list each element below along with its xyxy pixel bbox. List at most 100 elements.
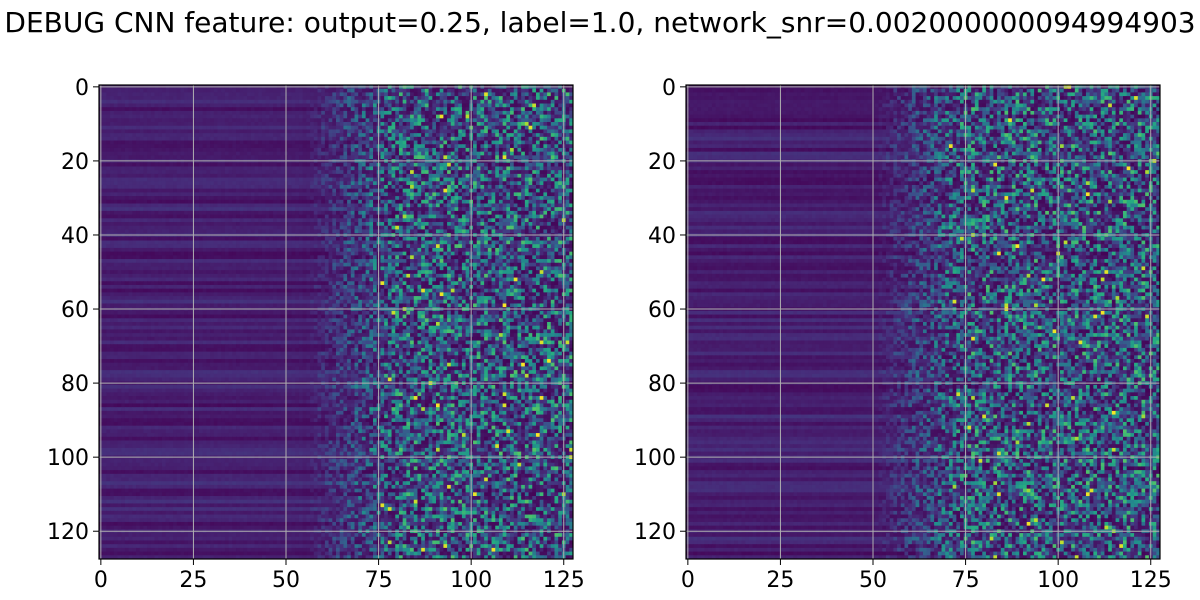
heatmap-cell [169,111,173,115]
heatmap-cell [440,111,444,115]
heatmap-cell [492,104,496,108]
heatmap-cell [180,111,184,115]
heatmap-cell [351,115,355,119]
heatmap-cell [488,92,492,96]
heatmap-cell [521,126,525,130]
heatmap-cell [329,122,333,126]
heatmap-cell [495,92,499,96]
heatmap-cell [566,107,570,111]
heatmap-cell [366,126,370,130]
heatmap-cell [395,126,399,130]
heatmap-cell [392,104,396,108]
heatmap-cell [484,115,488,119]
heatmap-cell [177,122,181,126]
heatmap-cell [521,96,525,100]
heatmap-cell [343,92,347,96]
heatmap-cell [547,126,551,130]
heatmap-cell [288,115,292,119]
heatmap-cell [269,89,273,93]
heatmap-cell [317,115,321,119]
heatmap-cell [140,92,144,96]
heatmap-cell [236,107,240,111]
heatmap-cell [158,104,162,108]
heatmap-cell [417,89,421,93]
heatmap-cell [169,100,173,104]
heatmap-cell [332,122,336,126]
heatmap-cell [399,118,403,122]
heatmap-cell [177,100,181,104]
heatmap-cell [110,96,114,100]
heatmap-cell [136,118,140,122]
heatmap-cell [103,122,107,126]
heatmap-cell [414,92,418,96]
heatmap-cell [303,104,307,108]
heatmap-cell [543,96,547,100]
heatmap-cell [429,89,433,93]
heatmap-cell [199,107,203,111]
heatmap-cell [366,115,370,119]
heatmap-cell [503,96,507,100]
heatmap-cell [351,100,355,104]
heatmap-cell [277,107,281,111]
heatmap-cell [466,115,470,119]
heatmap-cell [125,122,129,126]
heatmap-cell [169,89,173,93]
heatmap-cell [366,118,370,122]
heatmap-cell [132,126,136,130]
heatmap-cell [162,111,166,115]
heatmap-cell [299,111,303,115]
heatmap-cell [540,92,544,96]
heatmap-cell [132,118,136,122]
heatmap-cell [369,100,373,104]
heatmap-cell [162,107,166,111]
heatmap-cell [218,122,222,126]
heatmap-cell [266,96,270,100]
heatmap-cell [303,96,307,100]
heatmap-cell [258,111,262,115]
heatmap-cell [225,96,229,100]
heatmap-cell [462,126,466,130]
heatmap-cell [295,111,299,115]
heatmap-cell [343,126,347,130]
heatmap-cell [547,104,551,108]
heatmap-cell [466,107,470,111]
heatmap-cell [380,89,384,93]
heatmap-cell [425,96,429,100]
heatmap-cell [521,92,525,96]
heatmap-cell [340,118,344,122]
heatmap-cell [262,92,266,96]
heatmap-cell [243,104,247,108]
heatmap-cell [440,126,444,130]
heatmap-cell [506,92,510,96]
heatmap-cell [388,122,392,126]
heatmap-cell [425,107,429,111]
heatmap-cell [129,92,133,96]
heatmap-cell [447,122,451,126]
heatmap-cell [243,111,247,115]
heatmap-cell [495,96,499,100]
heatmap-cell [147,100,151,104]
heatmap-cell [155,115,159,119]
heatmap-cell [399,107,403,111]
heatmap-cell [473,122,477,126]
heatmap-cell [403,122,407,126]
heatmap-cell [288,111,292,115]
heatmap-cell [225,122,229,126]
heatmap-cell [429,118,433,122]
heatmap-cell [436,126,440,130]
heatmap-cell [366,104,370,108]
heatmap-cell [121,118,125,122]
heatmap-cell [484,89,488,93]
heatmap-cell [543,122,547,126]
heatmap-cell [158,107,162,111]
heatmap-cell [232,96,236,100]
heatmap-cell [403,104,407,108]
heatmap-cell [510,115,514,119]
heatmap-cell [414,122,418,126]
heatmap-cell [143,96,147,100]
heatmap-cell [221,115,225,119]
heatmap-cell [388,126,392,130]
heatmap-cell [143,92,147,96]
heatmap-cell [477,115,481,119]
heatmap-cell [347,104,351,108]
